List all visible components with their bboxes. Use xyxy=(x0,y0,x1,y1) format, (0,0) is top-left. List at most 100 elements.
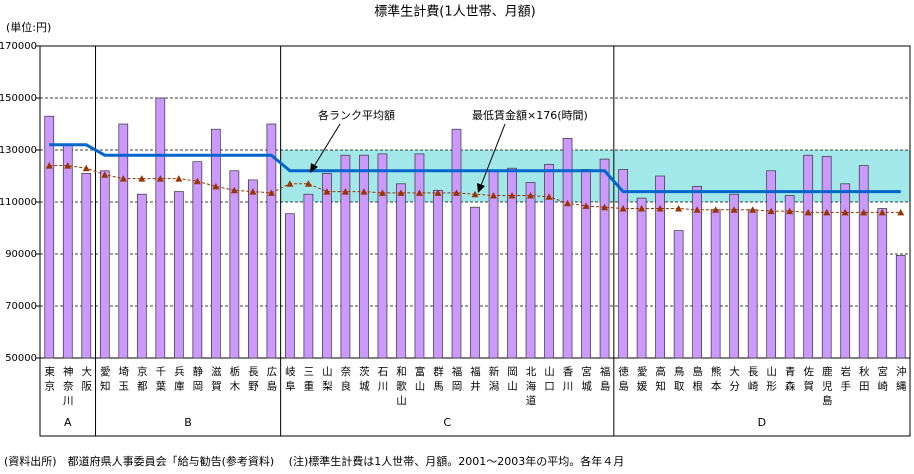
x-tick-label: 茨城 xyxy=(358,365,370,395)
x-tick-label: 高知 xyxy=(654,365,666,395)
x-tick-label: 奈良 xyxy=(339,365,351,395)
x-tick-label: 三重 xyxy=(302,366,314,395)
bar xyxy=(525,182,536,359)
x-tick-label: 秋田 xyxy=(858,365,870,395)
x-tick-label: 愛媛 xyxy=(636,365,648,395)
marker xyxy=(267,189,275,196)
marker xyxy=(82,164,90,172)
bar xyxy=(858,165,869,359)
bar xyxy=(803,154,814,359)
bar xyxy=(710,209,721,359)
marker xyxy=(730,206,738,213)
marker xyxy=(156,175,164,182)
marker xyxy=(860,208,868,216)
y-tick-label: 170000 xyxy=(0,41,37,52)
bar xyxy=(266,123,277,359)
marker xyxy=(767,207,775,215)
bar xyxy=(673,230,684,359)
x-tick-label: 岡山 xyxy=(506,366,518,395)
x-tick-label: 石川 xyxy=(376,366,388,395)
marker xyxy=(564,199,572,207)
bar xyxy=(359,154,369,359)
bar xyxy=(229,170,240,359)
x-tick-label: 広島 xyxy=(265,365,277,395)
y-tick-label: 70000 xyxy=(5,301,37,312)
marker xyxy=(897,208,905,216)
bar xyxy=(747,209,758,359)
marker xyxy=(434,189,442,196)
marker xyxy=(804,208,812,216)
marker xyxy=(45,162,53,169)
x-tick-label: 香川 xyxy=(562,366,574,395)
marker xyxy=(527,192,535,199)
bar xyxy=(248,179,258,359)
bar xyxy=(729,193,739,359)
bar xyxy=(396,183,406,359)
x-tick-label: 山形 xyxy=(765,366,777,395)
marker xyxy=(841,208,849,216)
x-tick-label: 和歌山 xyxy=(395,366,407,410)
marker xyxy=(415,189,423,196)
annotation: 最低賃金額×176(時間) xyxy=(472,108,588,122)
y-tick-label: 130000 xyxy=(0,145,37,156)
x-tick-label: 山梨 xyxy=(321,366,333,395)
marker xyxy=(638,205,646,212)
series-line xyxy=(49,143,901,194)
x-tick-label: 島根 xyxy=(691,365,703,395)
bar xyxy=(99,170,110,359)
x-tick-label: 青森 xyxy=(784,365,796,395)
x-tick-label: 宮崎 xyxy=(876,365,888,395)
bar xyxy=(507,167,517,359)
marker xyxy=(675,205,683,212)
x-tick-label: 東京 xyxy=(43,365,55,395)
bar xyxy=(692,186,702,359)
marker xyxy=(341,188,349,195)
arrow-head xyxy=(310,163,318,173)
x-tick-label: 岩手 xyxy=(839,365,851,395)
group-label: A xyxy=(64,416,72,429)
marker xyxy=(601,203,609,211)
marker xyxy=(64,162,72,169)
marker xyxy=(378,189,386,196)
marker xyxy=(823,208,831,216)
bar xyxy=(340,154,351,359)
x-tick-label: 千葉 xyxy=(154,366,166,395)
arrow-head xyxy=(477,183,485,193)
bar xyxy=(322,173,332,359)
marker xyxy=(452,189,460,196)
group-label: B xyxy=(184,416,192,429)
marker xyxy=(323,188,331,195)
bar xyxy=(155,97,166,359)
marker xyxy=(397,189,405,196)
marker xyxy=(119,175,127,182)
marker xyxy=(712,206,720,213)
arrow xyxy=(312,123,341,169)
plot-frame xyxy=(39,45,911,437)
marker xyxy=(175,175,183,182)
bar xyxy=(599,158,610,359)
x-tick-label: 熊本 xyxy=(710,365,722,395)
x-tick-label: 新潟 xyxy=(488,365,500,395)
x-tick-label: 北海道 xyxy=(525,366,537,410)
unit-label: (単位:円) xyxy=(6,20,51,34)
x-tick-label: 福井 xyxy=(469,365,481,395)
marker xyxy=(490,192,498,199)
footer: (資料出所) 都道府県人事委員会「給与勧告(参考資料) (注)標準生計費は1人世… xyxy=(4,454,624,468)
bar xyxy=(211,128,221,359)
x-tick-label: 大分 xyxy=(728,365,740,395)
marker xyxy=(193,177,201,185)
bar xyxy=(118,123,129,359)
marker xyxy=(138,175,146,182)
marker xyxy=(304,180,312,187)
arrow xyxy=(479,123,506,189)
bar xyxy=(173,191,184,359)
marker xyxy=(656,205,664,212)
chart-title: 標準生計費(1人世帯、月額) xyxy=(374,4,535,20)
marker xyxy=(360,188,368,195)
marker xyxy=(508,192,516,199)
bar xyxy=(44,115,55,359)
bar xyxy=(136,193,147,359)
x-tick-label: 群馬 xyxy=(432,365,444,395)
x-tick-label: 神奈川 xyxy=(62,365,74,409)
bar xyxy=(62,144,73,359)
